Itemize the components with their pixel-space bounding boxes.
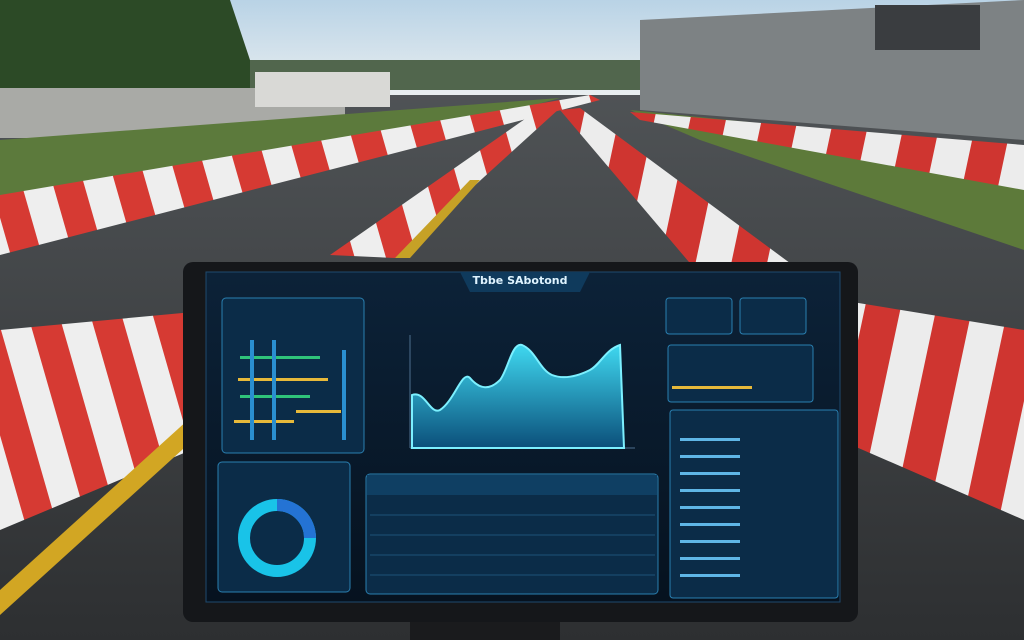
list-rows	[680, 438, 740, 577]
table-header	[367, 475, 657, 495]
row	[680, 557, 740, 560]
trees	[0, 0, 260, 90]
curb-left	[0, 95, 600, 255]
bar	[240, 356, 320, 359]
bar	[250, 340, 254, 440]
donut-segment	[276, 499, 316, 539]
bar	[234, 420, 294, 423]
sign	[875, 5, 980, 50]
stat-panel	[739, 297, 807, 335]
bar	[296, 410, 341, 413]
row	[680, 455, 740, 458]
row	[680, 523, 740, 526]
curb-near-left	[0, 310, 215, 530]
building	[255, 72, 390, 107]
yellow-line-far	[395, 180, 480, 258]
bar	[272, 340, 276, 440]
yellow-line	[0, 400, 215, 615]
row	[680, 506, 740, 509]
bar	[342, 350, 346, 440]
row	[680, 438, 740, 441]
progress	[672, 386, 752, 389]
curb-far-right	[630, 112, 1024, 190]
row	[680, 540, 740, 543]
title-bar	[460, 272, 590, 292]
row	[680, 489, 740, 492]
curb-center	[330, 105, 560, 258]
info-panel	[667, 344, 814, 403]
stat-panel	[665, 297, 733, 335]
bar	[238, 378, 328, 381]
area-chart	[411, 343, 626, 449]
table-panel	[365, 473, 659, 595]
table-rows	[370, 514, 655, 576]
screen-title: Tbbe SAbotond	[473, 274, 568, 287]
row	[680, 472, 740, 475]
bar-panel	[221, 297, 365, 454]
bar-lines	[234, 340, 346, 440]
row	[680, 574, 740, 577]
